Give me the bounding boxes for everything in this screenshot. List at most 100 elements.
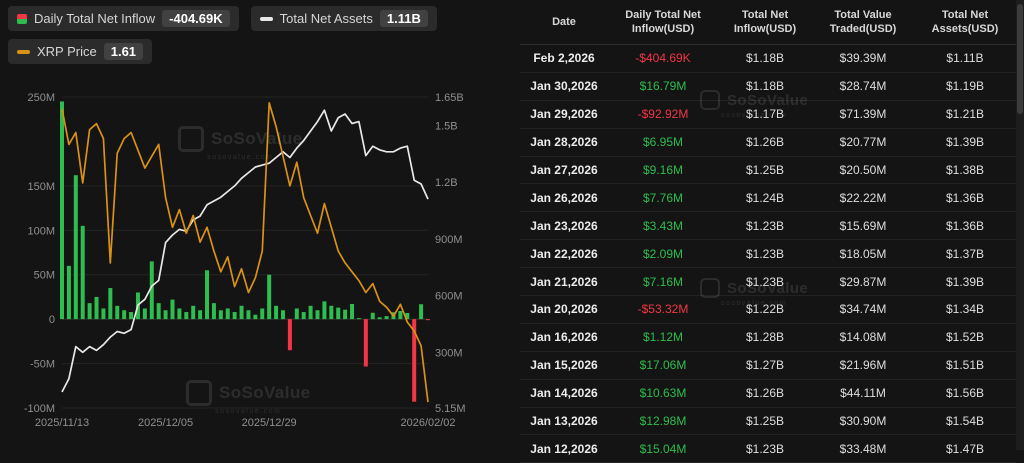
inflow-bar[interactable] (94, 296, 99, 320)
inflow-bar[interactable] (315, 310, 320, 320)
vertical-scrollbar[interactable] (1016, 0, 1024, 450)
legend-item-xrp-price[interactable]: XRP Price 1.61 (8, 39, 153, 64)
table-row: Jan 21,2026 $7.16M $1.23B $29.87M $1.39B (520, 268, 1016, 297)
chart-panel: Daily Total Net Inflow -404.69K Total Ne… (0, 0, 520, 450)
inflow-bar[interactable] (363, 319, 368, 367)
inflow-assets-price-chart[interactable]: 250M 150M 100M 50M 0 -50M -100M 1.65B 1.5B 1.2B 90… (0, 0, 520, 450)
cell-total-value-traded: $21.96M (839, 358, 887, 373)
inflow-bar[interactable] (232, 312, 237, 320)
cell-date: Jan 13,2026 (530, 414, 598, 429)
cell-total-value-traded: $20.50M (839, 163, 887, 177)
inflow-bar[interactable] (211, 303, 216, 320)
inflow-bar[interactable] (60, 101, 64, 320)
inflow-bar[interactable] (163, 310, 168, 320)
cell-total-value-traded: $15.69M (839, 218, 887, 233)
inflow-bar[interactable] (218, 310, 223, 320)
cell-date: Feb 2,2026 (533, 51, 595, 66)
inflow-bar[interactable] (80, 225, 85, 320)
cell-total-net-assets: $1.36B (945, 218, 985, 233)
inflow-bar[interactable] (377, 317, 382, 320)
inflow-bar[interactable] (322, 301, 327, 320)
total-net-assets-line[interactable] (61, 109, 429, 393)
legend-item-daily-net-inflow[interactable]: Daily Total Net Inflow -404.69K (8, 6, 239, 31)
inflow-bar[interactable] (274, 305, 279, 320)
inflow-bar[interactable] (253, 314, 258, 320)
inflow-bar[interactable] (384, 316, 389, 320)
inflow-bar[interactable] (170, 299, 175, 320)
right-axis-label: 1.2B (435, 177, 458, 189)
table-row: Jan 15,2026 $17.06M $1.27B $21.96M $1.51B (520, 352, 1016, 380)
cell-date: Jan 20,2026 (530, 302, 598, 317)
inflow-bar[interactable] (142, 308, 147, 320)
inflow-bar[interactable] (129, 312, 134, 320)
inflow-bar[interactable] (280, 310, 285, 320)
x-axis-label: 2026/02/02 (400, 417, 455, 429)
table-row: Jan 16,2026 $1.12M $1.28B $14.08M $1.52B (520, 324, 1016, 352)
cell-total-net-assets: $1.56B (945, 386, 985, 401)
inflow-bar[interactable] (343, 309, 348, 320)
cell-total-value-traded: $71.39M (839, 107, 887, 122)
inflow-bar[interactable] (356, 318, 361, 320)
inflow-bar[interactable] (73, 175, 78, 320)
cell-total-net-assets: $1.19B (945, 79, 985, 94)
cell-total-value-traded: $18.05M (839, 246, 887, 261)
inflow-bar[interactable] (122, 310, 127, 320)
scrollbar-thumb[interactable] (1017, 4, 1023, 114)
cell-total-net-inflow: $1.22B (745, 302, 785, 317)
cell-total-net-inflow: $1.23B (745, 274, 785, 289)
inflow-bar[interactable] (370, 312, 375, 320)
inflow-bar[interactable] (225, 308, 230, 320)
cell-total-net-inflow: $1.28B (745, 330, 785, 345)
inflow-bar[interactable] (336, 307, 341, 320)
inflow-bar[interactable] (177, 308, 182, 320)
inflow-bar[interactable] (184, 312, 189, 320)
inflow-bar[interactable] (156, 303, 161, 320)
table-header-cell: Total Value Traded(USD) (829, 8, 897, 35)
left-axis-label: -100M (24, 403, 55, 415)
inflow-bar[interactable] (412, 319, 417, 402)
left-axis-label: 250M (27, 92, 55, 104)
inflow-bar[interactable] (301, 312, 306, 320)
inflow-bar[interactable] (246, 310, 251, 320)
inflow-bar[interactable] (149, 261, 154, 320)
table-row: Jan 22,2026 $2.09M $1.23B $18.05M $1.37B (520, 240, 1016, 269)
x-axis-label: 2025/12/05 (138, 417, 193, 429)
cell-daily-net-inflow: $9.16M (642, 163, 684, 177)
inflow-bar[interactable] (426, 319, 430, 321)
inflow-bar[interactable] (308, 305, 313, 320)
inflow-bar[interactable] (198, 310, 203, 320)
cell-date: Jan 14,2026 (530, 386, 598, 401)
inflow-bar[interactable] (205, 270, 210, 320)
inflow-bar[interactable] (398, 311, 403, 320)
legend-price-label: XRP Price (37, 44, 97, 59)
table-row: Jan 27,2026 $9.16M $1.25B $20.50M $1.38B (520, 157, 1016, 185)
table-row: Jan 12,2026 $15.04M $1.23B $33.48M $1.47B (520, 435, 1016, 463)
inflow-bar[interactable] (294, 308, 299, 320)
inflow-bar[interactable] (191, 305, 196, 320)
inflow-bar[interactable] (329, 305, 334, 320)
cell-total-net-assets: $1.38B (945, 163, 985, 177)
cell-total-net-assets: $1.52B (945, 330, 985, 345)
xrp-price-line[interactable] (61, 102, 429, 403)
x-axis-label: 2025/12/29 (242, 417, 297, 429)
inflow-bar[interactable] (350, 303, 355, 320)
table-row: Jan 20,2026 -$53.32M $1.22B $34.74M $1.34B (520, 296, 1016, 324)
inflow-bar[interactable] (287, 319, 292, 351)
inflow-bar[interactable] (101, 308, 106, 320)
left-axis-label: 100M (27, 225, 55, 237)
table-row: Jan 30,2026 $16.79M $1.18B $28.74M $1.19B (520, 73, 1016, 101)
right-axis-label: 600M (435, 291, 463, 303)
inflow-bar[interactable] (419, 304, 424, 320)
cell-total-net-inflow: $1.23B (745, 246, 785, 261)
inflow-bar[interactable] (267, 274, 272, 320)
inflow-bar[interactable] (87, 303, 92, 320)
inflow-bar[interactable] (260, 308, 265, 320)
cell-total-value-traded: $44.11M (840, 386, 886, 401)
inflow-bar[interactable] (66, 265, 71, 320)
inflow-bar[interactable] (115, 305, 120, 320)
inflow-bar[interactable] (108, 288, 113, 320)
inflow-bar[interactable] (239, 305, 244, 320)
cell-total-net-assets: $1.37B (945, 246, 985, 261)
legend-item-total-net-assets[interactable]: Total Net Assets 1.11B (250, 6, 437, 31)
inflow-bar[interactable] (405, 312, 410, 320)
